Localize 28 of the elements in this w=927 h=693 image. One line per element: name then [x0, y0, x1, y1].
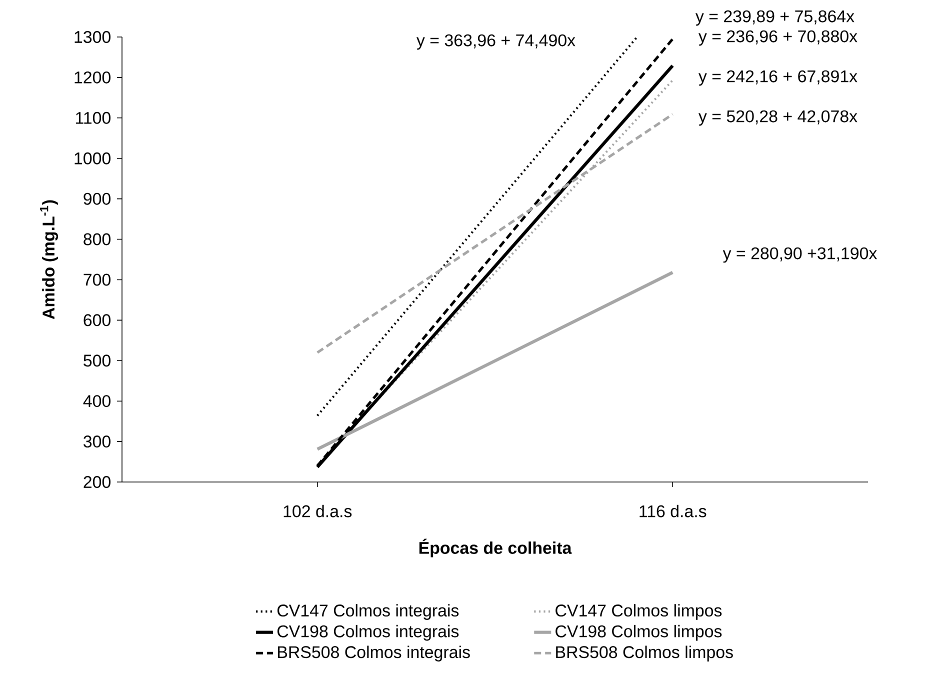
legend-label: CV147 Colmos integrais	[277, 604, 459, 620]
x-tick-label: 102 d.a.s	[284, 504, 352, 518]
annotation: y = 242,16 + 67,891x	[698, 70, 858, 86]
y-tick-label: 700	[84, 274, 110, 286]
y-tick-label: 1300	[74, 30, 110, 43]
y-tick-label: 1000	[74, 152, 110, 164]
y-axis-title: Amido (mg.L$^{-1}$)	[40, 200, 58, 320]
y-tick-label: 900	[84, 192, 110, 205]
x-axis-title: Épocas de colheita	[419, 538, 572, 558]
annotation: y = 363,96 + 74,490x	[416, 34, 576, 50]
legend-label: BRS508 Colmos integrais	[278, 646, 470, 662]
legend-label: CV147 Colmos limpos	[556, 604, 722, 620]
y-tick-label: 400	[83, 395, 110, 408]
annotation: y = 236,96 + 70,880x	[698, 30, 858, 46]
y-tick-label: 800	[84, 233, 110, 246]
legend-label: CV198 Colmos integrais	[277, 624, 459, 641]
y-tick-label: 600	[84, 314, 110, 326]
legend-label: BRS508 Colmos limpos	[556, 646, 733, 662]
x-tick-label: 116 d.a.s	[640, 504, 706, 518]
y-tick-label: 500	[84, 354, 110, 367]
annotation: y = 280,90 +31,190x	[722, 247, 878, 263]
annotation: y = 520,28 + 42,078x	[698, 110, 858, 126]
y-tick-label: 1200	[74, 71, 110, 84]
text: y = 239,89 + 75,864x	[695, 10, 854, 26]
y-tick-label: 300	[84, 436, 110, 448]
y-tick-label: 200	[84, 476, 110, 488]
y-tick-label: 1100	[76, 112, 110, 124]
legend-label: CV198 Colmos limpos	[556, 624, 722, 641]
